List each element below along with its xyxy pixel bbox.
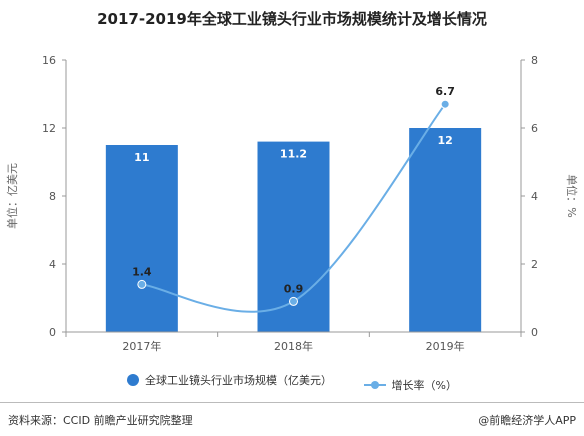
line-point [289,296,298,306]
label-layer: 11 11.2 12 1.4 0.9 6.7 [132,85,455,295]
x-tick-label: 2017年 [122,339,161,353]
chart-title: 2017-2019年全球工业镜头行业市场规模统计及增长情况 [97,10,487,28]
legend-item-line[interactable]: 增长率（%） [363,377,457,393]
bar [409,128,482,332]
legend-bar-swatch-icon [127,374,140,386]
bar-value-label: 12 [438,134,453,147]
y-tick-label: 4 [49,258,56,271]
line-value-label: 1.4 [132,265,152,278]
line-point [137,279,147,289]
bar-value-label: 11 [134,151,149,164]
legend: 全球工业镜头行业市场规模（亿美元） 增长率（%） [0,372,584,393]
bar-value-label: 11.2 [280,148,307,161]
legend-bar-label: 全球工业镜头行业市场规模（亿美元） [145,374,333,387]
credit-note: @前瞻经济学人APP [478,414,576,427]
y2-tick-label: 0 [531,326,538,339]
y2-tick-label: 8 [531,54,538,67]
axis-layer: 0 4 8 12 16 0 2 4 6 8 2017年 2018年 2019年 单位：亿美元 单位：% [5,54,579,353]
x-tick-label: 2018年 [274,339,313,353]
chart-area: 0 4 8 12 16 0 2 4 6 8 2017年 2018年 2019年 单位：亿美元 单位：% 11… [5,54,579,353]
line-point [440,99,450,109]
y2-tick-label: 2 [531,258,538,271]
y2-axis-title: 单位：% [565,174,579,217]
y-tick-label: 16 [42,54,56,67]
x-tick-label: 2019年 [426,339,465,353]
line-value-label: 0.9 [284,282,304,295]
bars-layer [105,128,482,332]
legend-line-swatch-icon [363,381,386,389]
line-layer [137,99,450,313]
bar [105,145,178,332]
footer: 资料来源：CCID 前瞻产业研究院整理 @前瞻经济学人APP [0,402,584,436]
y2-tick-label: 6 [531,122,538,135]
y-tick-label: 8 [49,190,56,203]
y-axis-title: 单位：亿美元 [5,163,19,229]
y-tick-label: 0 [49,326,56,339]
legend-item-bar[interactable]: 全球工业镜头行业市场规模（亿美元） [127,372,332,388]
line-value-label: 6.7 [435,85,455,98]
source-note: 资料来源：CCID 前瞻产业研究院整理 [8,414,193,427]
y2-tick-label: 4 [531,190,538,203]
legend-line-label: 增长率（%） [391,379,457,392]
y-tick-label: 12 [42,122,56,135]
